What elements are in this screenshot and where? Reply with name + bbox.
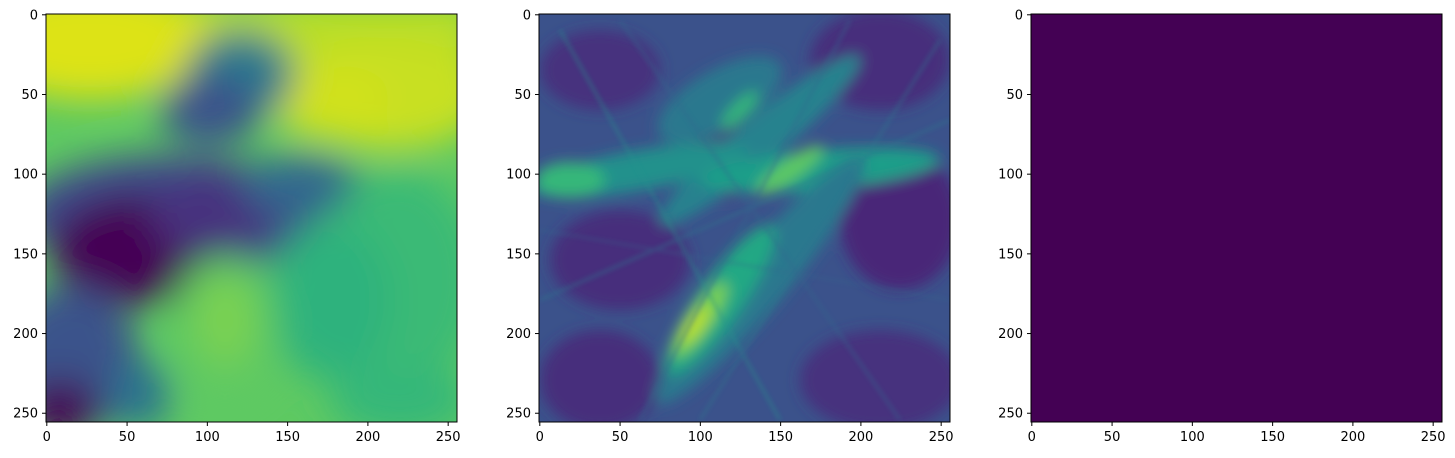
y-tick-label: 200 [13,327,38,342]
y-tick-label: 200 [998,327,1023,342]
heatmap-image-1 [46,14,457,422]
x-tick-label: 200 [848,430,873,445]
heatmap-image-3 [1031,14,1442,422]
y-axis-1: 0 50 100 150 200 250 [13,8,46,422]
y-tick-label: 0 [1015,8,1023,23]
axes-frame-1 [45,13,458,423]
x-tick-label: 250 [1421,430,1446,445]
x-axis-1: 0 50 100 150 200 250 [43,422,461,445]
x-tick-label: 0 [43,430,51,445]
x-tick-label: 100 [195,430,220,445]
y-tick-label: 100 [506,168,531,183]
x-tick-label: 150 [275,430,300,445]
heatmap-image-2 [539,14,950,422]
heatmap-panel-3: 0 50 100 150 200 250 0 50 100 150 200 250 [998,8,1445,445]
x-tick-label: 50 [119,430,136,445]
y-tick-label: 250 [13,407,38,422]
x-tick-label: 100 [688,430,713,445]
y-axis-3: 0 50 100 150 200 250 [998,8,1031,422]
y-tick-label: 50 [1006,88,1023,103]
y-tick-label: 0 [30,8,38,23]
y-tick-label: 200 [506,327,531,342]
y-tick-label: 50 [21,88,38,103]
y-tick-label: 250 [998,407,1023,422]
x-tick-label: 0 [536,430,544,445]
y-tick-label: 150 [506,247,531,262]
y-tick-label: 250 [506,407,531,422]
x-tick-label: 250 [436,430,461,445]
x-tick-label: 250 [929,430,954,445]
y-tick-label: 150 [998,247,1023,262]
y-tick-label: 150 [13,247,38,262]
heatmap-panel-2: 0 50 100 150 200 250 0 50 100 150 200 250 [506,8,954,445]
x-axis-3: 0 50 100 150 200 250 [1028,422,1446,445]
x-tick-label: 200 [1340,430,1365,445]
axes-frame-3 [1030,13,1443,423]
x-tick-label: 150 [1260,430,1285,445]
y-tick-label: 50 [514,88,531,103]
x-tick-label: 0 [1028,430,1036,445]
x-tick-label: 100 [1180,430,1205,445]
y-axis-2: 0 50 100 150 200 250 [506,8,539,422]
heatmap-panel-1: 0 50 100 150 200 250 0 50 100 150 200 250 [13,8,461,445]
x-tick-label: 50 [1104,430,1121,445]
x-tick-label: 200 [355,430,380,445]
y-tick-label: 100 [13,168,38,183]
x-tick-label: 50 [612,430,629,445]
y-tick-label: 0 [523,8,531,23]
x-tick-label: 150 [768,430,793,445]
axes-frame-2 [538,13,951,423]
y-tick-label: 100 [998,168,1023,183]
x-axis-2: 0 50 100 150 200 250 [536,422,954,445]
